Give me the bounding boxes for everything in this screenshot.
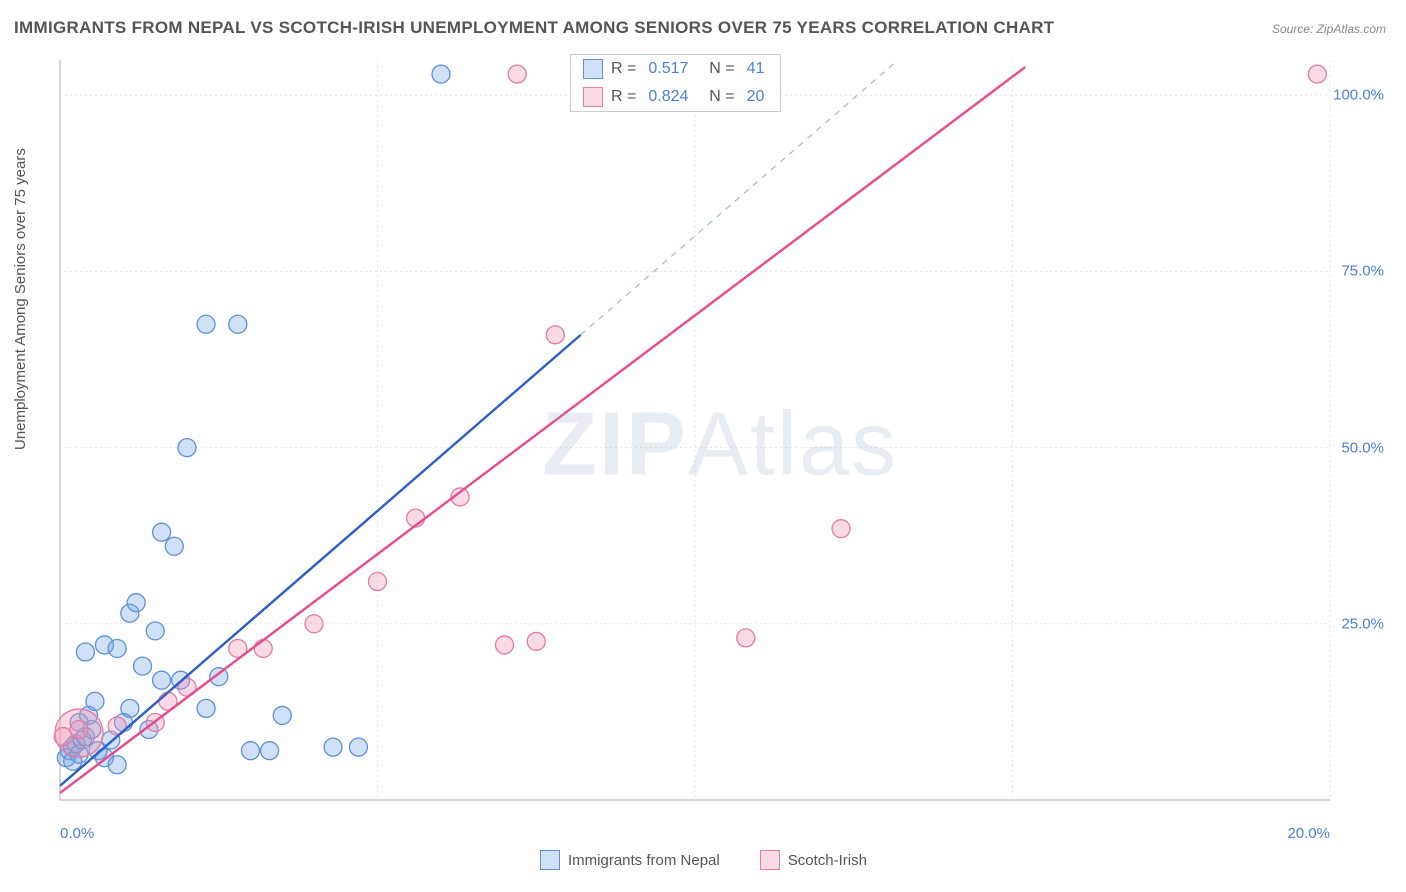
y-tick-label: 100.0% <box>1333 87 1384 104</box>
legend-r-label: R = <box>611 60 636 78</box>
legend-item: Immigrants from Nepal <box>540 850 720 870</box>
legend-swatch <box>540 850 560 870</box>
x-tick-label: 20.0% <box>1287 825 1330 842</box>
x-tick-label: 0.0% <box>60 825 94 842</box>
legend-r-value: 0.517 <box>648 60 688 78</box>
y-axis-label: Unemployment Among Seniors over 75 years <box>12 148 29 450</box>
chart-title: IMMIGRANTS FROM NEPAL VS SCOTCH-IRISH UN… <box>14 18 1054 38</box>
source-attribution: Source: ZipAtlas.com <box>1272 22 1386 36</box>
legend-series-name: Immigrants from Nepal <box>568 852 720 869</box>
scatter-plot: ZIPAtlas R =0.517 N =41R =0.824 N =20 Im… <box>50 50 1390 840</box>
legend-swatch <box>583 87 603 107</box>
legend-r-label: R = <box>611 88 636 106</box>
legend-n-value: 41 <box>747 60 765 78</box>
legend-swatch <box>583 59 603 79</box>
legend-item: Scotch-Irish <box>760 850 867 870</box>
legend-row: R = 0.517 N = 41 <box>571 55 780 83</box>
y-tick-label: 50.0% <box>1341 439 1384 456</box>
legend-n-value: 20 <box>747 88 765 106</box>
y-tick-label: 75.0% <box>1341 263 1384 280</box>
legend-row: R = 0.824 N = 20 <box>571 83 780 111</box>
legend-n-label: N = <box>700 88 734 106</box>
legend-r-value: 0.824 <box>648 88 688 106</box>
legend-n-label: N = <box>700 60 734 78</box>
legend-swatch <box>760 850 780 870</box>
y-tick-label: 25.0% <box>1341 615 1384 632</box>
legend-series-name: Scotch-Irish <box>788 852 867 869</box>
chart-canvas <box>50 50 1390 840</box>
series-legend: Immigrants from Nepal Scotch-Irish <box>540 850 867 870</box>
correlation-legend: R = 0.517 N = 41 R = 0.824 N = 20 <box>570 54 781 112</box>
